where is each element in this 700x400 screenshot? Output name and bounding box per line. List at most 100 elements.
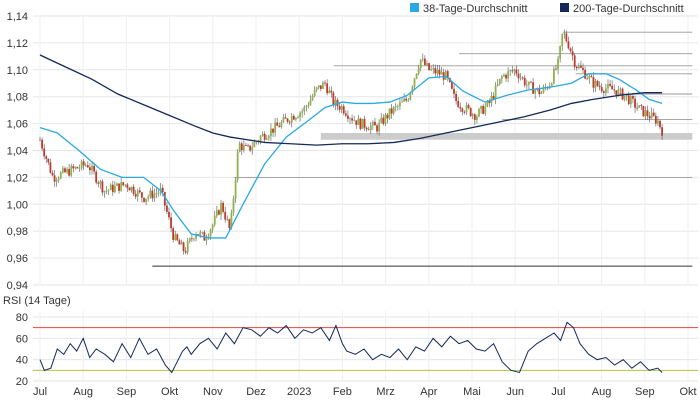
candle-body bbox=[349, 118, 351, 120]
candle-body bbox=[116, 183, 118, 186]
candle-body bbox=[351, 118, 353, 121]
candle-body bbox=[644, 110, 647, 117]
candle-body bbox=[282, 117, 285, 123]
candle-body bbox=[109, 184, 112, 190]
candle-body bbox=[263, 133, 266, 140]
candle-body bbox=[130, 186, 133, 191]
candle-body bbox=[625, 95, 628, 97]
candle-body bbox=[76, 167, 79, 169]
candle-body bbox=[461, 108, 464, 112]
candle-body bbox=[573, 55, 576, 67]
y-tick-label: 1,14 bbox=[7, 11, 28, 23]
candle-body bbox=[267, 136, 270, 139]
candle-body bbox=[276, 122, 279, 126]
candle-body bbox=[272, 128, 274, 133]
x-tick-label: Mai bbox=[463, 386, 481, 398]
rsi-y-tick-label: 40 bbox=[16, 355, 28, 367]
candle-body bbox=[180, 242, 183, 245]
candle-body bbox=[480, 106, 482, 110]
candle-body bbox=[132, 186, 135, 194]
candle-body bbox=[444, 71, 447, 80]
candle-body bbox=[278, 125, 281, 128]
candle-body bbox=[199, 232, 202, 236]
candle-body bbox=[594, 80, 597, 88]
y-tick-label: 1,02 bbox=[7, 172, 28, 184]
x-tick-label: Sep bbox=[635, 386, 655, 398]
candle-body bbox=[238, 143, 241, 152]
candle-body bbox=[513, 69, 516, 72]
candle-body bbox=[120, 182, 123, 191]
candle-body bbox=[654, 115, 657, 124]
candle-body bbox=[111, 184, 114, 193]
candle-body bbox=[605, 88, 607, 93]
candle-body bbox=[498, 78, 501, 85]
candle-body bbox=[332, 92, 335, 106]
candle-body bbox=[575, 66, 578, 69]
candle-body bbox=[265, 138, 268, 140]
candle-body bbox=[95, 171, 98, 183]
candle-body bbox=[342, 106, 345, 114]
x-tick-label: Feb bbox=[333, 386, 352, 398]
candle-body bbox=[286, 118, 289, 122]
candle-body bbox=[627, 95, 630, 105]
candle-body bbox=[299, 112, 301, 118]
y-tick-label: 1,12 bbox=[7, 38, 28, 50]
x-tick-label: 2023 bbox=[287, 386, 311, 398]
candle-body bbox=[517, 73, 520, 79]
candle-body bbox=[642, 105, 645, 117]
candle-body bbox=[652, 112, 655, 116]
candle-body bbox=[61, 168, 64, 173]
y-tick-label: 1,04 bbox=[7, 146, 28, 158]
candle-body bbox=[309, 99, 312, 106]
candle-body bbox=[105, 190, 108, 192]
candle-body bbox=[515, 69, 518, 74]
x-tick-label: Sep bbox=[117, 386, 137, 398]
candle-body bbox=[43, 148, 46, 157]
candle-body bbox=[386, 114, 389, 119]
x-tick-label: Jun bbox=[506, 386, 524, 398]
candle-body bbox=[326, 83, 329, 94]
candle-body bbox=[170, 217, 172, 229]
candle-body bbox=[411, 86, 414, 93]
candle-body bbox=[107, 189, 110, 191]
candle-body bbox=[503, 74, 505, 77]
candle-body bbox=[72, 166, 75, 169]
candle-body bbox=[118, 183, 120, 191]
candle-body bbox=[571, 51, 574, 56]
candle-body bbox=[215, 210, 218, 216]
candle-body bbox=[492, 96, 495, 99]
candle-body bbox=[57, 178, 60, 181]
candle-body bbox=[251, 147, 254, 151]
candle-body bbox=[588, 76, 591, 79]
candle-body bbox=[288, 121, 291, 123]
candle-body bbox=[582, 67, 584, 70]
x-tick-label: Aug bbox=[73, 386, 93, 398]
x-tick-label: Aug bbox=[592, 386, 612, 398]
candle-body bbox=[394, 106, 397, 108]
candle-body bbox=[163, 192, 166, 206]
candle-body bbox=[584, 69, 587, 79]
rsi-y-tick-label: 20 bbox=[16, 376, 28, 388]
candle-body bbox=[440, 72, 443, 75]
legend: 38-Tage-Durchschnitt 200-Tage-Durchschnit… bbox=[410, 3, 684, 15]
candle-body bbox=[634, 98, 636, 108]
x-axis: Jul Aug Sep Okt Nov Dez 2023 Feb Mrz Apr Mai Jun Jul… bbox=[33, 386, 697, 398]
candle-body bbox=[41, 139, 43, 149]
candle-body bbox=[478, 109, 480, 117]
candle-body bbox=[234, 179, 237, 199]
y-tick-label: 1,06 bbox=[7, 119, 28, 131]
candle-body bbox=[347, 115, 349, 119]
candle-body bbox=[523, 77, 526, 86]
candle-body bbox=[209, 229, 212, 237]
candle-body bbox=[97, 182, 100, 184]
x-tick-label: Jul bbox=[551, 386, 565, 398]
candle-body bbox=[525, 84, 528, 86]
y-tick-label: 1,10 bbox=[7, 65, 28, 77]
candle-body bbox=[600, 87, 603, 92]
candle-body bbox=[361, 118, 364, 129]
candle-body bbox=[507, 71, 510, 79]
candle-body bbox=[380, 117, 383, 123]
candle-body bbox=[646, 110, 649, 117]
candle-body bbox=[157, 192, 160, 194]
x-tick-label: Nov bbox=[203, 386, 223, 398]
